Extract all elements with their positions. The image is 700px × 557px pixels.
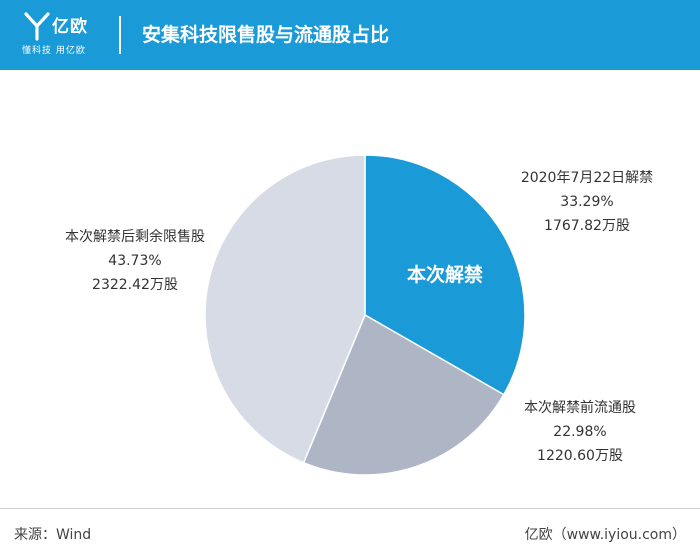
slice-amount: 2322.42万股: [92, 277, 178, 293]
pie-slice-remaining-restricted: [204, 154, 366, 464]
slice-amount: 1220.60万股: [537, 448, 623, 464]
logo-slogan: 懂科技 用亿欧: [22, 46, 86, 56]
site-credit: 亿欧（www.iyiou.com）: [524, 527, 686, 543]
slice-name: 2020年7月22日解禁: [520, 170, 654, 186]
yiou-logo-icon: [24, 12, 50, 41]
footer-divider: [0, 508, 700, 509]
source-note: 来源：Wind: [14, 527, 92, 543]
pie-slices: [204, 154, 526, 476]
header-divider: [119, 16, 121, 54]
slice-inner-label: 本次解禁: [407, 263, 483, 286]
slice-name: 本次解禁后剩余限售股: [65, 229, 205, 245]
pie-slice-unlock-0722: [364, 154, 526, 396]
logo-text: 亿欧: [52, 17, 88, 37]
pie-slice-circulating: [302, 313, 505, 476]
pie-chart: 本次解禁: [204, 154, 526, 476]
slice-name: 本次解禁前流通股: [524, 400, 636, 416]
slice-label-unlock-0722: 2020年7月22日解禁 33.29% 1767.82万股: [512, 166, 662, 238]
slice-label-circulating: 本次解禁前流通股 22.98% 1220.60万股: [505, 396, 655, 468]
header-bar: 亿欧 懂科技 用亿欧 安集科技限售股与流通股占比: [0, 0, 700, 70]
slice-label-remaining-restricted: 本次解禁后剩余限售股 43.73% 2322.42万股: [40, 225, 230, 297]
page-title: 安集科技限售股与流通股占比: [142, 24, 390, 46]
slice-percent: 33.29%: [560, 194, 614, 210]
slice-percent: 43.73%: [108, 253, 162, 269]
slice-percent: 22.98%: [553, 424, 607, 440]
slice-amount: 1767.82万股: [544, 218, 630, 234]
